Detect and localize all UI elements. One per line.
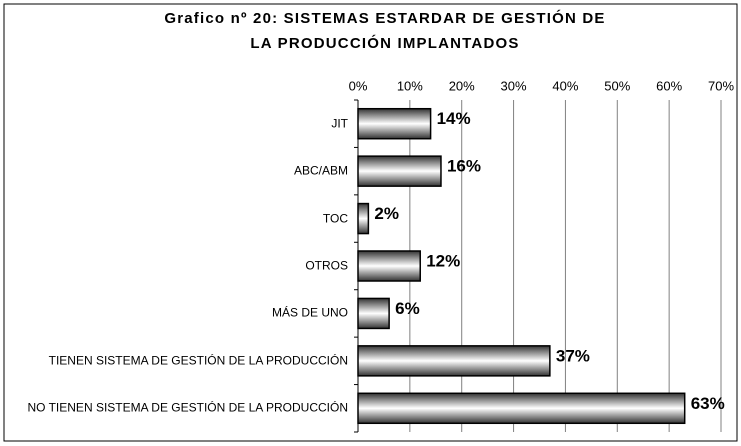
x-tick-label: 70%: [708, 78, 734, 93]
y-tick-label: TIENEN SISTEMA DE GESTIÓN DE LA PRODUCCI…: [48, 353, 348, 368]
x-tick-label: 60%: [656, 78, 682, 93]
bar: [357, 392, 686, 425]
x-tick-label: 40%: [552, 78, 578, 93]
y-tick-label: JIT: [331, 116, 348, 131]
x-tick-label: 20%: [449, 78, 475, 93]
value-label: 63%: [691, 394, 725, 413]
x-tick-label: 50%: [604, 78, 630, 93]
x-tick-label: 10%: [397, 78, 423, 93]
bar: [357, 107, 432, 140]
value-label: 2%: [374, 204, 399, 223]
y-tick-label: OTROS: [305, 258, 348, 273]
bar: [357, 250, 421, 282]
bar: [357, 155, 442, 187]
y-tick-label: NO TIENEN SISTEMA DE GESTIÓN DE LA PRODU…: [27, 400, 348, 415]
chart-title: Grafico nº 20: SISTEMAS ESTARDAR DE GEST…: [164, 9, 605, 27]
bar: [357, 202, 370, 235]
y-tick-label: MÁS DE UNO: [271, 305, 348, 320]
bar: [357, 297, 390, 330]
y-tick-label: ABC/ABM: [293, 163, 348, 178]
bar: [357, 345, 551, 377]
chart-frame: [3, 3, 738, 442]
y-tick-label: TOC: [322, 211, 348, 226]
value-label: 16%: [447, 157, 481, 176]
value-label: 6%: [395, 299, 420, 318]
x-tick-label: 0%: [349, 78, 368, 93]
chart-title: LA PRODUCCIÓN IMPLANTADOS: [250, 34, 519, 52]
value-label: 12%: [426, 251, 460, 270]
x-tick-label: 30%: [501, 78, 527, 93]
value-label: 37%: [556, 346, 590, 365]
value-label: 14%: [437, 109, 471, 128]
